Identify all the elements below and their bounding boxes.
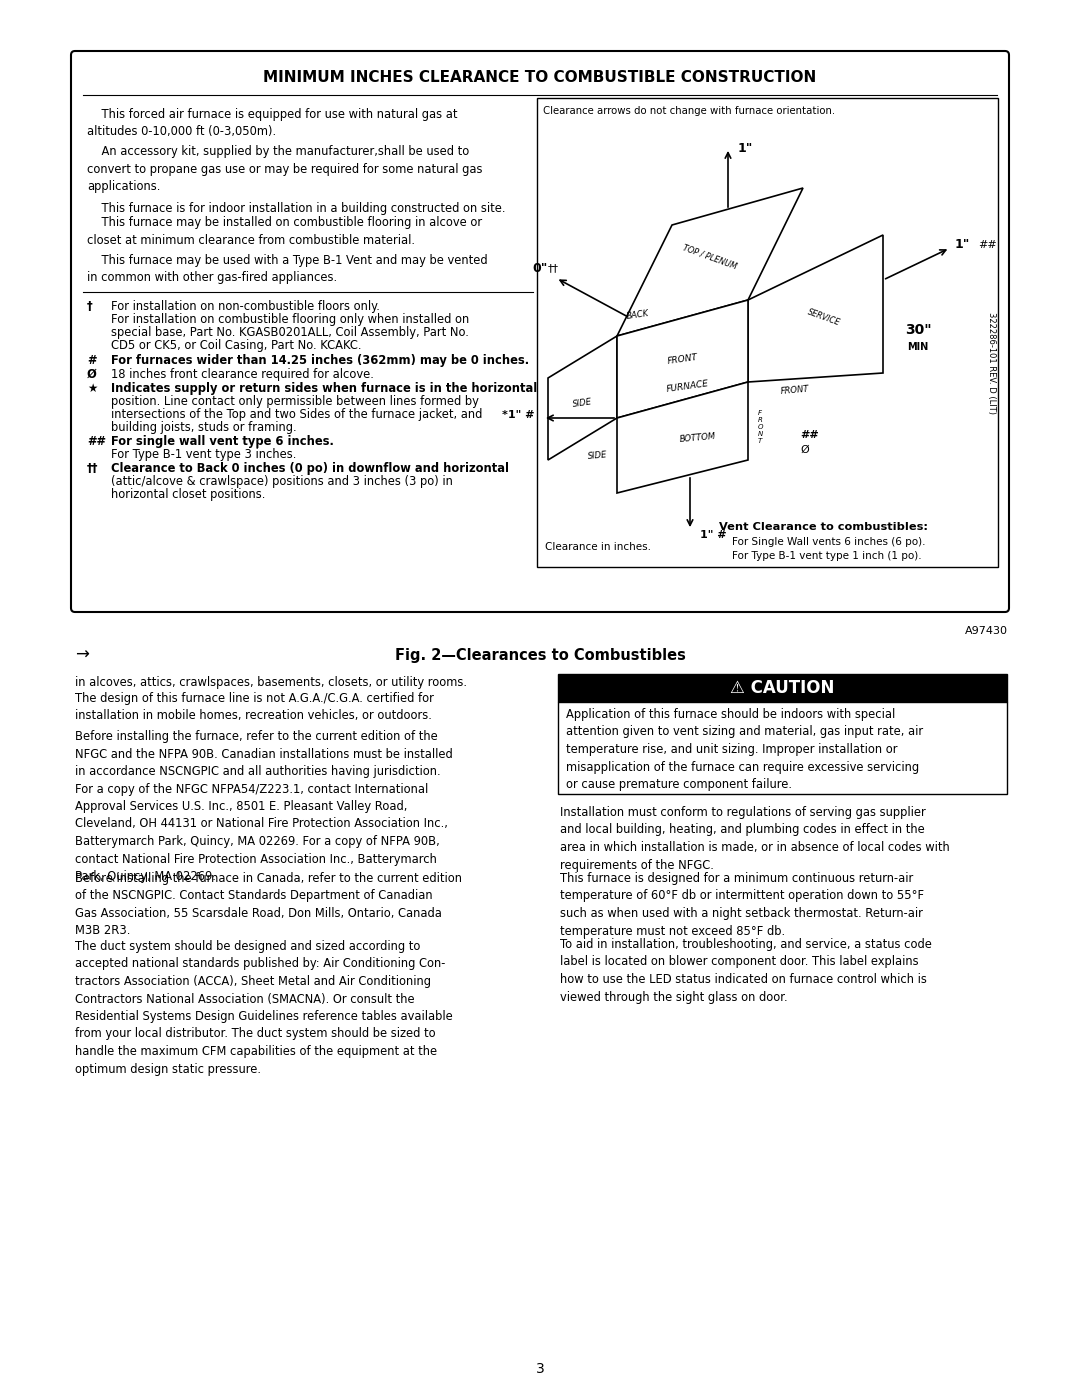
Text: Vent Clearance to combustibles:: Vent Clearance to combustibles: bbox=[719, 522, 928, 532]
Text: This furnace is designed for a minimum continuous return-air
temperature of 60°F: This furnace is designed for a minimum c… bbox=[561, 872, 924, 937]
Text: CD5 or CK5, or Coil Casing, Part No. KCAKC.: CD5 or CK5, or Coil Casing, Part No. KCA… bbox=[111, 339, 362, 352]
Text: For installation on non-combustible floors only.: For installation on non-combustible floo… bbox=[111, 300, 380, 313]
Polygon shape bbox=[548, 337, 617, 460]
Text: Ø: Ø bbox=[800, 446, 809, 455]
Text: Before installing the furnace, refer to the current edition of the
NFGC and the : Before installing the furnace, refer to … bbox=[75, 731, 453, 883]
Text: SIDE: SIDE bbox=[572, 397, 593, 409]
Text: 0": 0" bbox=[532, 261, 548, 274]
Text: F
R
O
N
T: F R O N T bbox=[757, 409, 762, 444]
Bar bbox=[537, 98, 998, 567]
Bar bbox=[558, 703, 1007, 793]
Text: For Type B-1 vent type 1 inch (1 po).: For Type B-1 vent type 1 inch (1 po). bbox=[732, 550, 921, 562]
Text: MINIMUM INCHES CLEARANCE TO COMBUSTIBLE CONSTRUCTION: MINIMUM INCHES CLEARANCE TO COMBUSTIBLE … bbox=[264, 70, 816, 85]
Text: For Type B-1 vent type 3 inches.: For Type B-1 vent type 3 inches. bbox=[111, 448, 296, 461]
Text: 30": 30" bbox=[905, 323, 931, 337]
Polygon shape bbox=[617, 300, 748, 418]
Text: BOTTOM: BOTTOM bbox=[679, 432, 716, 444]
Text: An accessory kit, supplied by the manufacturer,shall be used to
convert to propa: An accessory kit, supplied by the manufa… bbox=[87, 145, 483, 193]
Text: in alcoves, attics, crawlspaces, basements, closets, or utility rooms.: in alcoves, attics, crawlspaces, basemen… bbox=[75, 676, 467, 689]
Text: special base, Part No. KGASB0201ALL, Coil Assembly, Part No.: special base, Part No. KGASB0201ALL, Coi… bbox=[111, 326, 469, 339]
Text: The duct system should be designed and sized according to
accepted national stan: The duct system should be designed and s… bbox=[75, 940, 453, 1076]
Text: 18 inches front clearance required for alcove.: 18 inches front clearance required for a… bbox=[111, 367, 374, 381]
Text: For installation on combustible flooring only when installed on: For installation on combustible flooring… bbox=[111, 313, 469, 326]
Text: Application of this furnace should be indoors with special
attention given to ve: Application of this furnace should be in… bbox=[566, 708, 923, 791]
FancyBboxPatch shape bbox=[71, 52, 1009, 612]
Text: 1" #: 1" # bbox=[700, 529, 727, 541]
Text: MIN: MIN bbox=[907, 342, 929, 352]
Polygon shape bbox=[617, 381, 748, 493]
Text: †: † bbox=[87, 300, 93, 313]
Text: 1": 1" bbox=[955, 239, 970, 251]
Text: Installation must conform to regulations of serving gas supplier
and local build: Installation must conform to regulations… bbox=[561, 806, 949, 872]
Text: →: → bbox=[75, 645, 89, 664]
Text: FRONT: FRONT bbox=[780, 384, 809, 395]
Text: intersections of the Top and two Sides of the furnace jacket, and: intersections of the Top and two Sides o… bbox=[111, 408, 483, 420]
Text: For Single Wall vents 6 inches (6 po).: For Single Wall vents 6 inches (6 po). bbox=[732, 536, 926, 548]
Text: 3: 3 bbox=[536, 1362, 544, 1376]
Bar bbox=[558, 673, 1007, 703]
Polygon shape bbox=[617, 189, 804, 337]
Text: BACK: BACK bbox=[626, 309, 650, 321]
Text: Indicates supply or return sides when furnace is in the horizontal: Indicates supply or return sides when fu… bbox=[111, 381, 537, 395]
Text: ##: ## bbox=[87, 434, 106, 448]
Text: This furnace is for indoor installation in a building constructed on site.: This furnace is for indoor installation … bbox=[87, 203, 505, 215]
Text: ††: †† bbox=[87, 462, 98, 475]
Text: Clearance to Back 0 inches (0 po) in downflow and horizontal: Clearance to Back 0 inches (0 po) in dow… bbox=[111, 462, 509, 475]
Text: ★: ★ bbox=[87, 381, 97, 395]
Text: ⚠ CAUTION: ⚠ CAUTION bbox=[730, 679, 835, 697]
Text: Clearance in inches.: Clearance in inches. bbox=[545, 542, 651, 552]
Text: ##: ## bbox=[978, 240, 997, 250]
Text: (attic/alcove & crawlspace) positions and 3 inches (3 po) in: (attic/alcove & crawlspace) positions an… bbox=[111, 475, 453, 488]
Text: This forced air furnace is equipped for use with natural gas at
altitudes 0-10,0: This forced air furnace is equipped for … bbox=[87, 108, 458, 138]
Text: FRONT: FRONT bbox=[666, 352, 699, 366]
Text: The design of this furnace line is not A.G.A./C.G.A. certified for
installation : The design of this furnace line is not A… bbox=[75, 692, 434, 722]
Text: building joists, studs or framing.: building joists, studs or framing. bbox=[111, 420, 297, 434]
Text: For furnaces wider than 14.25 inches (362mm) may be 0 inches.: For furnaces wider than 14.25 inches (36… bbox=[111, 353, 529, 367]
Text: SIDE: SIDE bbox=[588, 450, 608, 461]
Text: Before installing the furnace in Canada, refer to the current edition
of the NSC: Before installing the furnace in Canada,… bbox=[75, 872, 462, 937]
Text: 322286-101 REV. D (LIT): 322286-101 REV. D (LIT) bbox=[987, 312, 997, 414]
Text: This furnace may be used with a Type B-1 Vent and may be vented
in common with o: This furnace may be used with a Type B-1… bbox=[87, 254, 488, 285]
Text: ##: ## bbox=[800, 430, 819, 440]
Text: TOP / PLENUM: TOP / PLENUM bbox=[681, 243, 739, 271]
Text: SERVICE: SERVICE bbox=[806, 307, 841, 327]
Text: FURNACE: FURNACE bbox=[665, 380, 710, 394]
Text: To aid in installation, troubleshooting, and service, a status code
label is loc: To aid in installation, troubleshooting,… bbox=[561, 937, 932, 1003]
Text: Fig. 2—Clearances to Combustibles: Fig. 2—Clearances to Combustibles bbox=[394, 648, 686, 664]
Text: For single wall vent type 6 inches.: For single wall vent type 6 inches. bbox=[111, 434, 334, 448]
Polygon shape bbox=[748, 235, 883, 381]
Text: Clearance arrows do not change with furnace orientation.: Clearance arrows do not change with furn… bbox=[543, 106, 835, 116]
Text: Ø: Ø bbox=[87, 367, 97, 381]
Text: position. Line contact only permissible between lines formed by: position. Line contact only permissible … bbox=[111, 395, 478, 408]
Text: This furnace may be installed on combustible flooring in alcove or
closet at min: This furnace may be installed on combust… bbox=[87, 217, 482, 246]
Text: #: # bbox=[87, 353, 96, 367]
Text: horizontal closet positions.: horizontal closet positions. bbox=[111, 488, 266, 502]
Text: *1" #: *1" # bbox=[502, 409, 535, 420]
Text: 1": 1" bbox=[738, 141, 754, 155]
Text: A97430: A97430 bbox=[966, 626, 1008, 636]
Text: ††: †† bbox=[548, 263, 559, 272]
